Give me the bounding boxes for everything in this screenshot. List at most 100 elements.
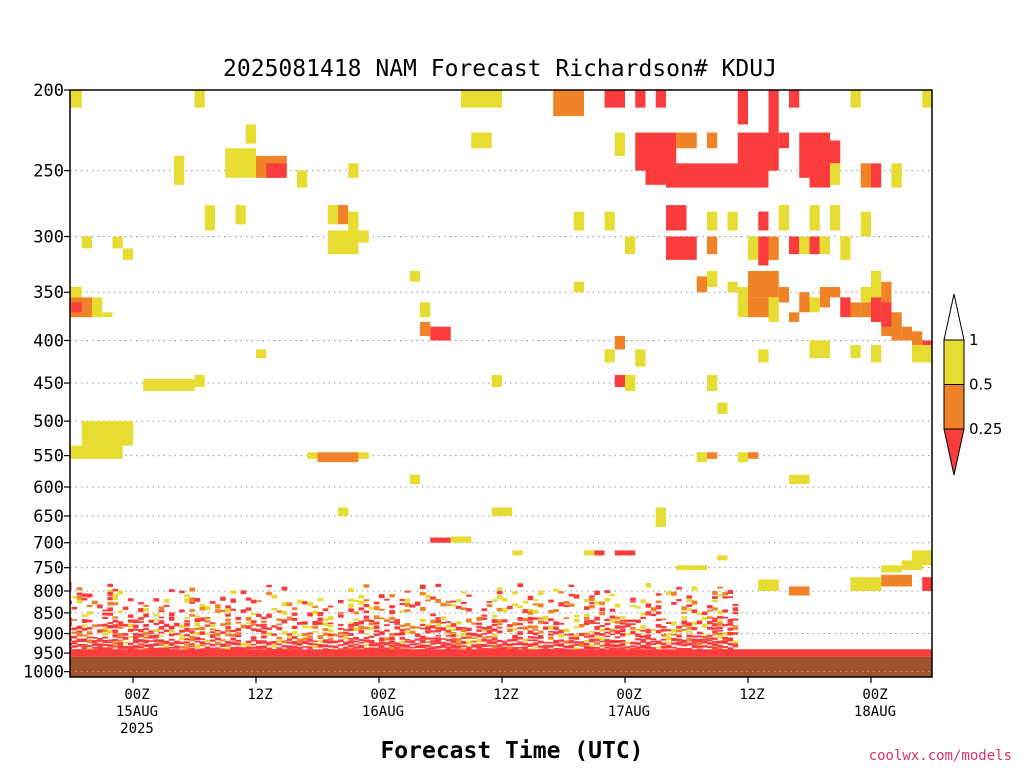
bl-cell [701,611,708,616]
bl-cell [184,641,190,644]
ri-cell [768,90,779,133]
x-tick-label: 18AUG [854,704,896,720]
ri-cell [594,550,605,556]
bl-cell [112,602,119,606]
bl-cell [476,622,482,625]
bl-cell [343,646,349,650]
bl-cell [517,636,523,640]
bl-cell [707,626,713,630]
bl-cell [307,626,313,629]
bl-cell [461,629,467,632]
bl-cell [481,632,488,635]
bl-cell [281,611,288,616]
bl-cell [348,644,354,648]
ri-cell [789,236,800,255]
bl-cell [655,600,662,604]
ri-cell [901,326,912,341]
bl-cell [245,625,252,629]
bl-cell [435,598,441,604]
bl-cell [527,643,534,647]
bl-cell [527,639,534,642]
bl-cell [481,614,488,617]
bl-cell [466,635,472,640]
bl-cell [630,626,636,631]
bl-cell [461,647,467,650]
ri-cell [758,579,779,591]
bl-cell [97,629,103,633]
bl-cell [215,632,221,637]
bl-cell [184,620,190,623]
bl-cell [276,636,283,640]
bl-cell [630,604,636,608]
ri-cell [922,90,932,108]
bl-cell [491,628,498,632]
bl-cell [440,627,447,631]
bl-cell [712,646,718,650]
bl-cell [614,640,621,644]
x-tick-label: 00Z [124,687,149,703]
bl-cell [717,626,723,630]
bl-cell [179,590,185,594]
bl-cell [281,631,288,635]
bl-cell [450,623,457,627]
bl-cell [389,642,395,645]
bl-cell [363,619,370,622]
ri-cell [266,163,287,178]
bl-cell [317,640,324,643]
bl-cell [722,632,728,636]
bl-cell [322,628,329,632]
bl-cell [112,624,119,629]
ri-cell [696,276,707,293]
bl-cell [71,627,78,631]
bl-cell [373,615,380,620]
bl-cell [635,619,641,623]
bl-cell [466,608,472,612]
bl-cell [461,632,467,636]
bl-cell [671,602,677,605]
bl-cell [358,639,365,642]
bl-cell [614,616,621,620]
bl-cell [122,641,129,644]
y-tick-label: 850 [33,604,64,624]
ri-cell [409,270,420,282]
bl-cell [630,645,636,647]
bl-cell [404,602,411,607]
bl-cell [102,629,108,632]
bl-cell [153,618,160,621]
bl-cell [153,629,160,633]
bl-cell [425,641,431,643]
bl-cell [727,642,734,646]
bl-cell [271,641,277,644]
bl-cell [496,607,503,612]
bl-cell [527,621,534,624]
bl-cell [384,624,390,627]
bl-cell [660,646,667,649]
bl-cell [117,636,124,639]
bl-cell [578,623,585,628]
bl-cell [486,635,493,638]
ri-cell [625,374,636,391]
y-tick-label: 550 [33,447,64,467]
ri-cell [758,236,769,266]
bl-cell [532,642,539,646]
bl-cell [225,618,231,622]
bl-cell [727,647,734,650]
bl-cell [373,621,380,625]
bl-cell [204,624,211,627]
bl-cell [117,621,124,625]
bl-cell [363,615,370,619]
bl-cell [245,597,252,601]
bl-cell [163,647,170,651]
bl-cell [174,632,180,636]
ri-cell [317,452,359,463]
bl-cell [291,645,298,648]
bl-cell [543,641,549,644]
bl-cell [209,631,216,634]
bl-cell [466,646,472,650]
bl-cell [619,625,626,629]
bl-cell [158,620,165,624]
bl-cell [548,644,554,648]
bl-cell [717,594,723,597]
bl-cell [209,622,216,624]
bl-cell [696,635,703,638]
